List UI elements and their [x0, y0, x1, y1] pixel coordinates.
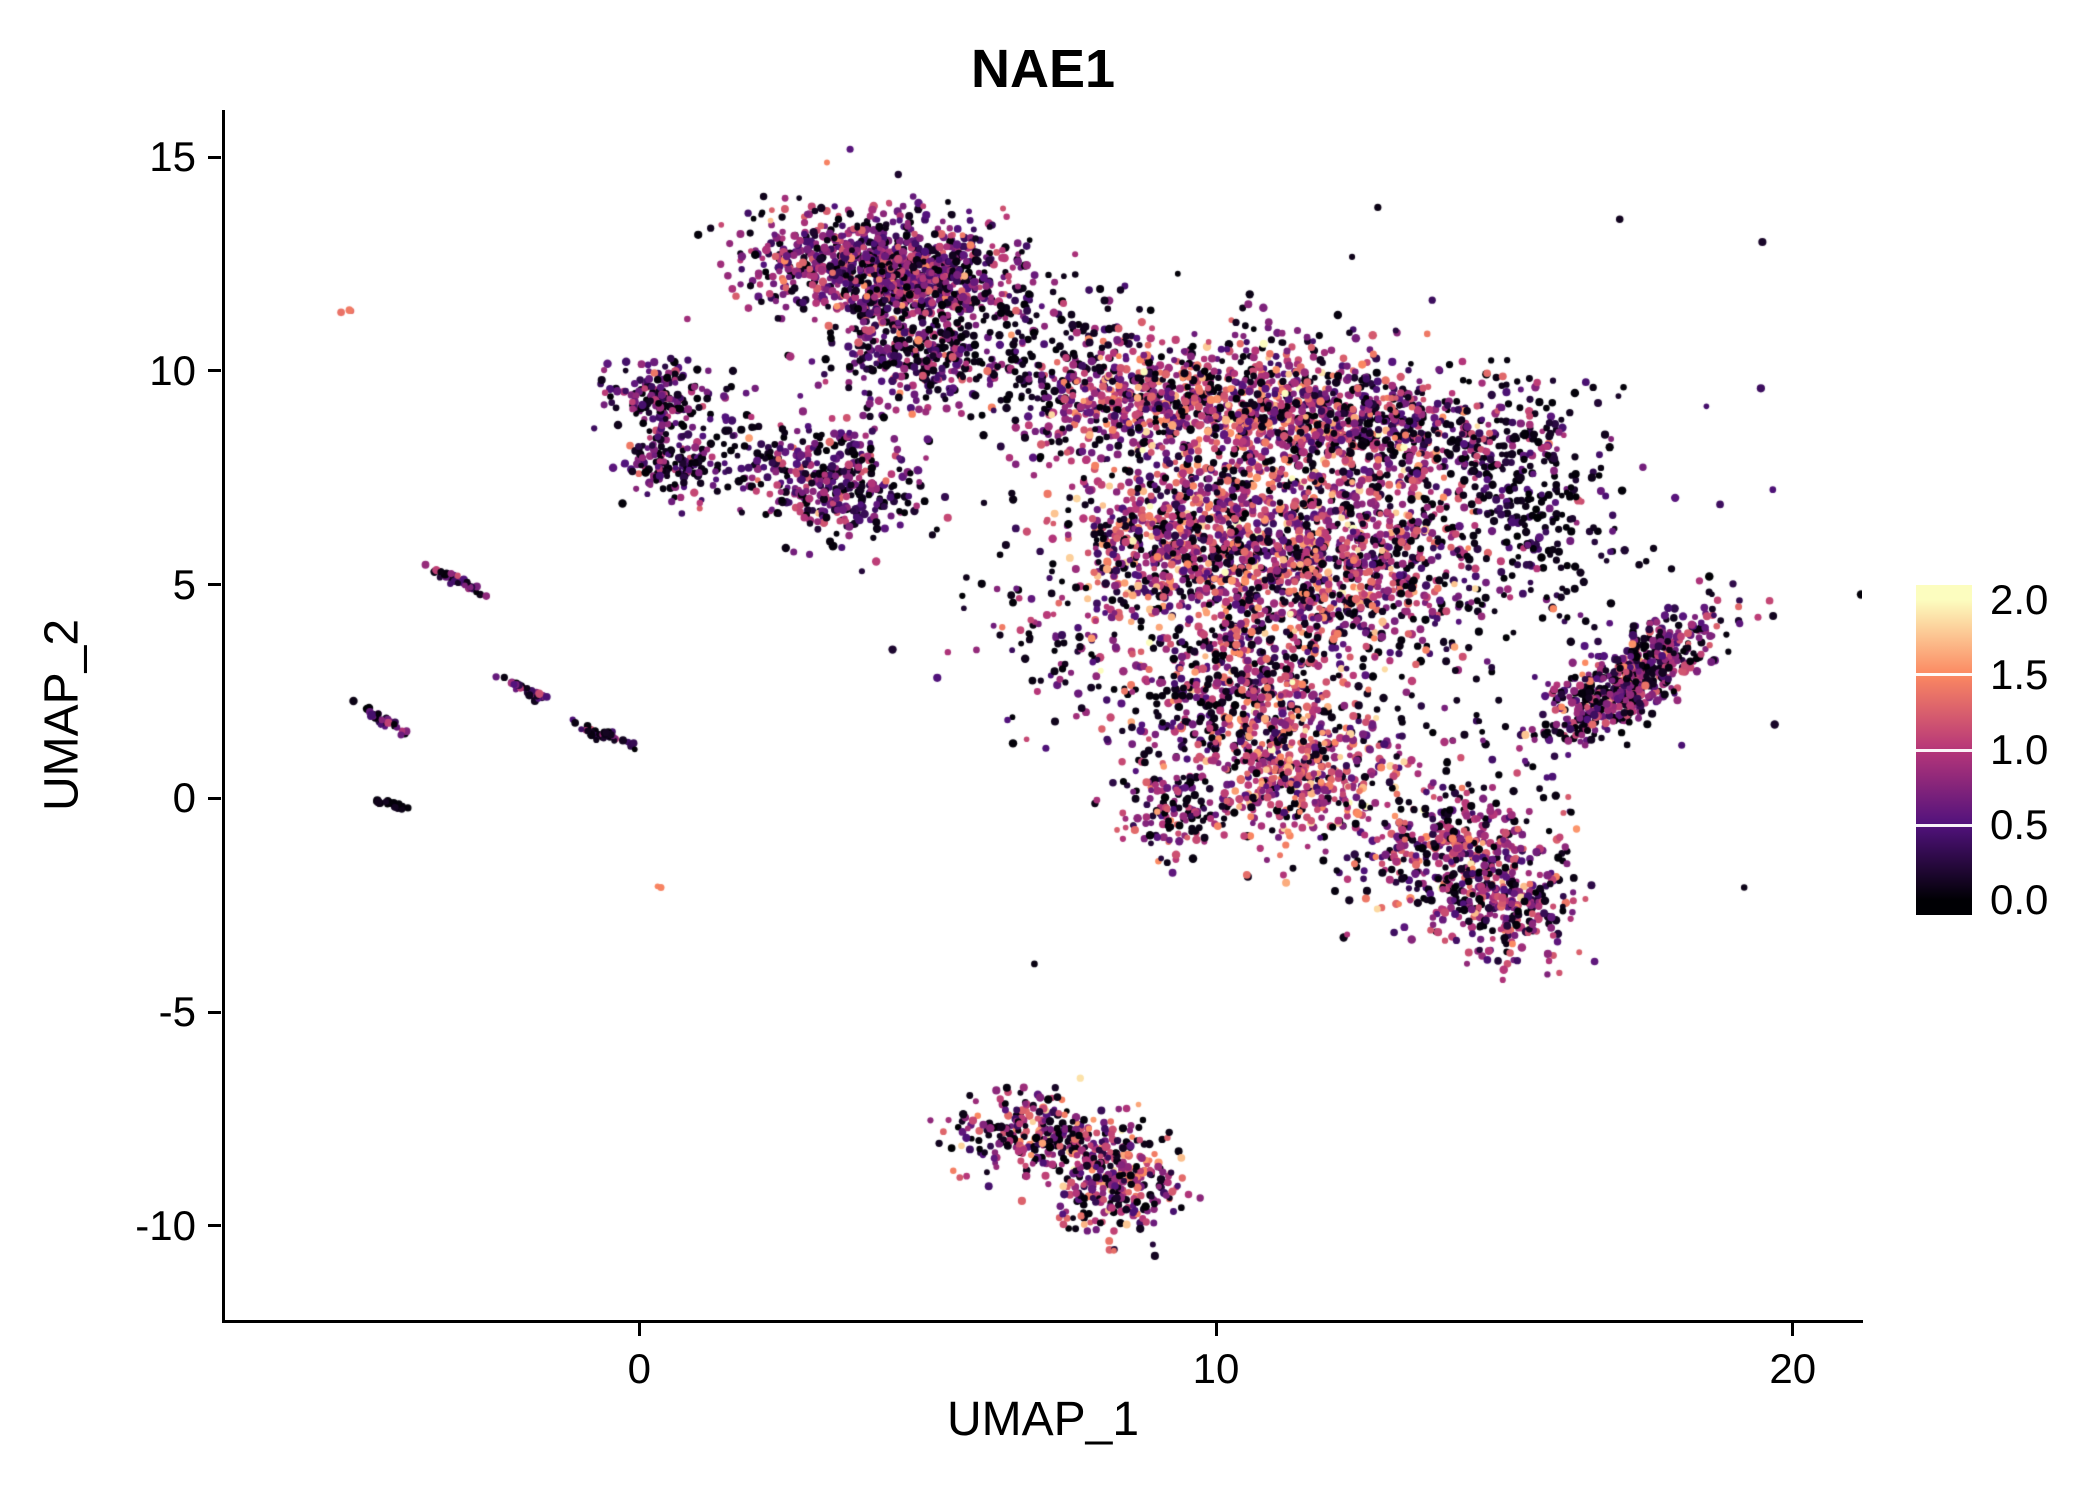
colorbar-tick-label: 0.0: [1990, 876, 2049, 924]
colorbar-tick-label: 0.5: [1990, 801, 2049, 849]
y-tick-mark: [208, 1224, 221, 1228]
y-tick-label: 15: [149, 133, 196, 181]
y-tick-mark: [208, 155, 221, 159]
y-axis-title: UMAP_2: [35, 618, 89, 812]
y-tick-label: -10: [135, 1201, 196, 1249]
colorbar-tick-label: 1.5: [1990, 650, 2049, 698]
scatter-plot-canvas: [224, 110, 1862, 1320]
y-tick-label: 10: [149, 346, 196, 394]
y-tick-mark: [208, 369, 221, 373]
colorbar-tick-mark: [1916, 823, 1972, 827]
x-tick-mark: [1214, 1323, 1218, 1336]
y-tick-label: 0: [172, 774, 196, 822]
x-tick-mark: [637, 1323, 641, 1336]
colorbar-tick-mark: [1916, 748, 1972, 752]
y-tick-mark: [208, 583, 221, 587]
y-tick-mark: [208, 1010, 221, 1014]
plot-title: NAE1: [970, 39, 1116, 99]
colorbar-tick-label: 1.0: [1990, 726, 2049, 773]
x-tick-label: 10: [1192, 1345, 1240, 1392]
colorbar-tick-label: 2.0: [1990, 575, 2049, 623]
x-tick-label: 20: [1769, 1345, 1817, 1392]
colorbar-tick-mark: [1916, 673, 1972, 677]
y-tick-mark: [208, 796, 221, 800]
x-axis-line: [222, 1320, 1863, 1323]
x-tick-label: 0: [627, 1345, 651, 1392]
x-tick-mark: [1791, 1323, 1795, 1336]
x-axis-title: UMAP_1: [946, 1393, 1140, 1446]
y-axis-line: [222, 110, 225, 1321]
y-tick-label: 5: [172, 560, 196, 608]
y-tick-label: -5: [158, 988, 196, 1036]
